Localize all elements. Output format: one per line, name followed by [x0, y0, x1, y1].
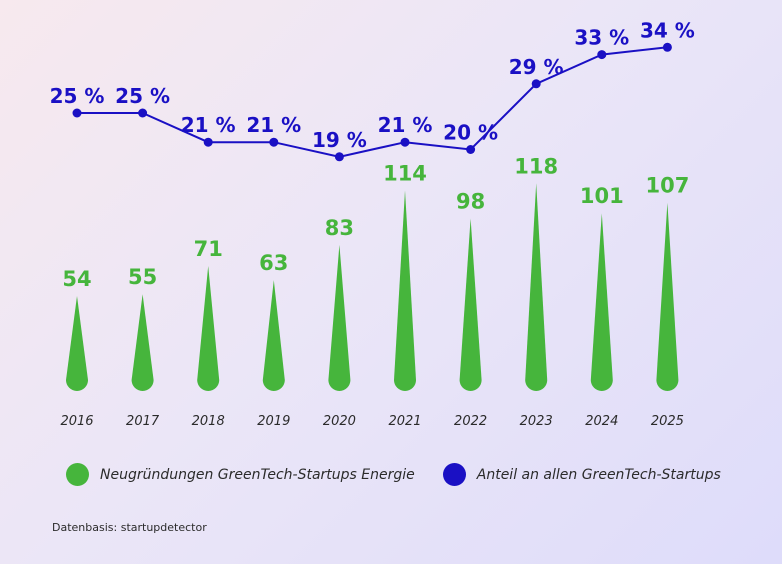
bar-2025	[656, 202, 679, 391]
legend-dot-share	[442, 463, 466, 486]
share-value-label-2016: 25 %	[50, 84, 105, 108]
bar-2017	[131, 294, 154, 391]
share-value-label-2020: 19 %	[312, 128, 367, 152]
share-point-2018	[203, 137, 213, 147]
legend-item-founded: Neugründungen GreenTech-Startups Energie	[66, 463, 415, 486]
x-tick-label-2022: 2022	[454, 414, 487, 429]
share-point-2022	[466, 145, 476, 154]
share-point-2024	[597, 50, 607, 60]
x-tick-label-2016: 2016	[60, 414, 93, 429]
share-point-2017	[138, 108, 148, 118]
legend-label-founded: Neugründungen GreenTech-Startups Energie	[100, 466, 415, 483]
bar-2018	[197, 266, 220, 391]
bar-value-label-2025: 107	[645, 174, 689, 198]
share-value-label-2017: 25 %	[115, 84, 170, 108]
bar-value-label-2019: 63	[259, 251, 288, 275]
x-tick-label-2024: 2024	[585, 414, 618, 429]
bar-2020	[328, 244, 351, 391]
bar-2023	[525, 183, 548, 391]
share-line	[77, 46, 668, 158]
share-value-label-2025: 34 %	[640, 18, 695, 42]
share-point-2016	[72, 108, 82, 118]
line-group	[72, 42, 672, 162]
x-tick-label-2025: 2025	[651, 414, 684, 429]
share-value-label-2019: 21 %	[246, 113, 301, 137]
bar-value-label-2024: 101	[580, 184, 624, 208]
share-value-label-2022: 20 %	[443, 121, 498, 145]
x-tick-label-2018: 2018	[192, 414, 225, 429]
bar-label-group: 54 55 71 63 83 114 98 118 101 107	[62, 154, 689, 291]
line-label-group: 25 % 25 % 21 % 21 % 19 % 21 % 20 % 29 % 33 % 34 %	[50, 18, 695, 152]
bar-2019	[262, 280, 285, 391]
bar-value-label-2016: 54	[62, 267, 91, 291]
legend: Neugründungen GreenTech-Startups Energie…	[66, 463, 721, 486]
bar-value-label-2022: 98	[456, 190, 485, 214]
x-axis: 2016 2017 2018 2019 2020 2021 2022 2023 2024 2025	[60, 414, 683, 429]
bar-group	[66, 183, 679, 391]
bar-value-label-2017: 55	[128, 265, 157, 289]
bar-2022	[459, 218, 482, 391]
share-point-2023	[531, 79, 541, 89]
share-point-2021	[400, 137, 410, 147]
bar-value-label-2020: 83	[325, 216, 354, 240]
bar-2016	[66, 296, 88, 391]
source-note: Datenbasis: startupdetector	[52, 521, 207, 534]
share-point-2019	[269, 137, 279, 147]
share-value-label-2021: 21 %	[378, 113, 433, 137]
bar-value-label-2023: 118	[514, 154, 558, 178]
legend-label-share: Anteil an allen GreenTech-Startups	[476, 466, 721, 483]
x-tick-label-2021: 2021	[388, 414, 421, 429]
share-point-2025	[662, 42, 672, 52]
x-tick-label-2019: 2019	[257, 414, 290, 429]
x-tick-label-2020: 2020	[323, 414, 356, 429]
bar-value-label-2021: 114	[383, 161, 427, 185]
share-point-2020	[334, 152, 344, 162]
x-tick-label-2017: 2017	[126, 414, 160, 429]
bar-value-label-2018: 71	[194, 237, 223, 261]
share-value-label-2023: 29 %	[509, 55, 564, 79]
legend-dot-founded	[66, 463, 89, 486]
x-tick-label-2023: 2023	[520, 414, 553, 429]
bar-2024	[590, 213, 613, 391]
legend-item-share: Anteil an allen GreenTech-Startups	[442, 463, 721, 486]
share-value-label-2024: 33 %	[574, 26, 629, 50]
bar-2021	[394, 190, 416, 391]
share-value-label-2018: 21 %	[181, 113, 236, 137]
